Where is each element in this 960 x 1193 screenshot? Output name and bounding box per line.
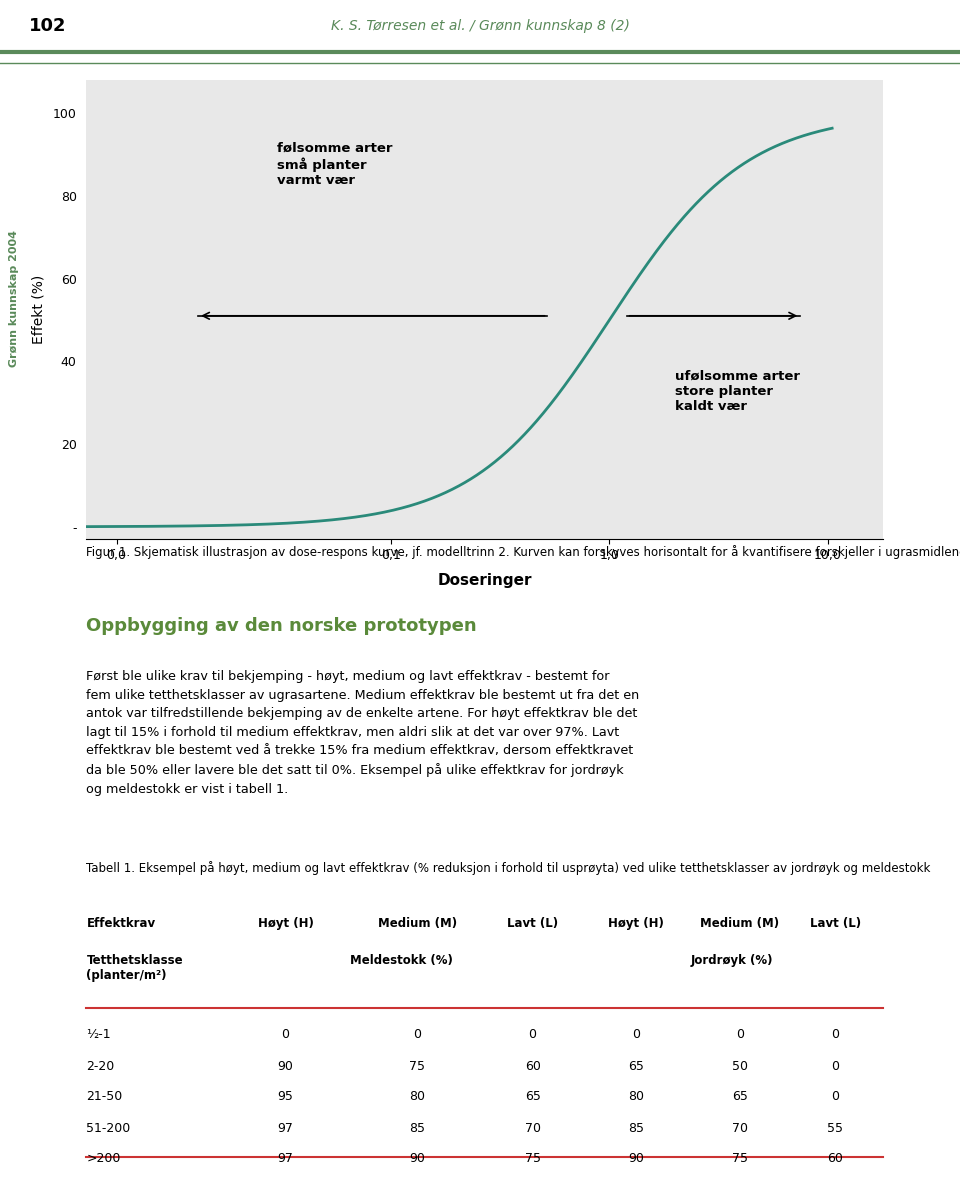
Text: 0: 0 [413,1028,421,1041]
Text: 65: 65 [732,1090,748,1104]
Text: 50: 50 [732,1061,748,1074]
Text: følsomme arter
små planter
varmt vær: følsomme arter små planter varmt vær [277,142,393,187]
Text: >200: >200 [86,1152,121,1166]
Text: Grønn kunnskap 2004: Grønn kunnskap 2004 [10,230,19,366]
Text: 0: 0 [735,1028,744,1041]
Y-axis label: Effekt (%): Effekt (%) [32,274,46,345]
Text: Medium (M): Medium (M) [700,916,780,929]
Text: 60: 60 [525,1061,540,1074]
Text: Oppbygging av den norske prototypen: Oppbygging av den norske prototypen [86,617,477,635]
Text: 0: 0 [633,1028,640,1041]
Text: 60: 60 [828,1152,843,1166]
Text: 0: 0 [281,1028,290,1041]
Text: 2-20: 2-20 [86,1061,114,1074]
Text: Effektkrav: Effektkrav [86,916,156,929]
Text: 51-200: 51-200 [86,1123,131,1136]
Text: 95: 95 [277,1090,294,1104]
Text: K. S. Tørresen et al. / Grønn kunnskap 8 (2): K. S. Tørresen et al. / Grønn kunnskap 8… [330,19,630,32]
Text: 0: 0 [831,1028,839,1041]
Text: Tetthetsklasse
(planter/m²): Tetthetsklasse (planter/m²) [86,953,183,982]
Text: 0: 0 [831,1061,839,1074]
Text: 85: 85 [628,1123,644,1136]
Text: Figur 1. Skjematisk illustrasjon av dose-respons kurve, jf. modelltrinn 2. Kurve: Figur 1. Skjematisk illustrasjon av dose… [86,545,960,560]
Text: 65: 65 [628,1061,644,1074]
Text: Lavt (L): Lavt (L) [810,916,861,929]
Text: Jordrøyk (%): Jordrøyk (%) [690,953,773,966]
Text: 75: 75 [409,1061,425,1074]
Text: 70: 70 [732,1123,748,1136]
Text: 70: 70 [524,1123,540,1136]
Text: Først ble ulike krav til bekjemping - høyt, medium og lavt effektkrav - bestemt : Først ble ulike krav til bekjemping - hø… [86,670,639,796]
Text: 80: 80 [409,1090,425,1104]
Text: Meldestokk (%): Meldestokk (%) [349,953,452,966]
Text: ufølsomme arter
store planter
kaldt vær: ufølsomme arter store planter kaldt vær [675,370,800,413]
Text: 97: 97 [277,1152,294,1166]
Text: 55: 55 [828,1123,844,1136]
Text: 21-50: 21-50 [86,1090,123,1104]
Text: 0: 0 [529,1028,537,1041]
Text: 0: 0 [831,1090,839,1104]
Text: 90: 90 [277,1061,294,1074]
Text: 80: 80 [628,1090,644,1104]
Text: 75: 75 [732,1152,748,1166]
Text: Tabell 1. Eksempel på høyt, medium og lavt effektkrav (% reduksjon i forhold til: Tabell 1. Eksempel på høyt, medium og la… [86,861,931,876]
Text: 102: 102 [29,17,66,35]
Text: 75: 75 [524,1152,540,1166]
Text: Medium (M): Medium (M) [377,916,457,929]
Text: Høyt (H): Høyt (H) [609,916,664,929]
Text: 97: 97 [277,1123,294,1136]
Text: Lavt (L): Lavt (L) [507,916,558,929]
Text: 85: 85 [409,1123,425,1136]
Text: 90: 90 [628,1152,644,1166]
Text: Høyt (H): Høyt (H) [257,916,314,929]
Text: ½-1: ½-1 [86,1028,111,1041]
X-axis label: Doseringer: Doseringer [438,573,532,588]
Text: 65: 65 [525,1090,540,1104]
Text: 90: 90 [409,1152,425,1166]
